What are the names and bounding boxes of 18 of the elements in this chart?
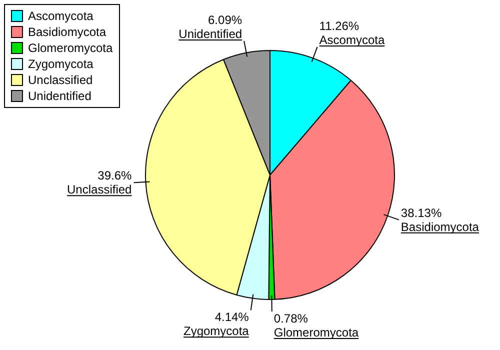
legend-label: Basidiomycota [27, 24, 108, 40]
legend-label: Unidentified [27, 88, 92, 104]
data-label: 11.26% [319, 18, 360, 33]
slice-label: Unclassified [67, 182, 132, 197]
data-label: 4.14% [214, 310, 250, 324]
slice-label: Glomeromycota [274, 325, 359, 340]
data-label: 38.13% [400, 206, 442, 220]
legend-label: Zygomycota [27, 56, 94, 72]
slice-label: Unidentified [178, 26, 242, 41]
legend-label: Ascomycota [27, 8, 94, 24]
data-label: 39.6% [98, 168, 132, 183]
data-label: 0.78% [274, 311, 308, 326]
slice-label: Zygomycota [183, 324, 250, 338]
legend-label: Unclassified [27, 72, 94, 88]
legend-label: Glomeromycota [27, 40, 113, 56]
data-label: 6.09% [208, 12, 242, 27]
slice-label: Ascomycota [319, 32, 385, 47]
slice-label: Basidiomycota [400, 220, 480, 234]
